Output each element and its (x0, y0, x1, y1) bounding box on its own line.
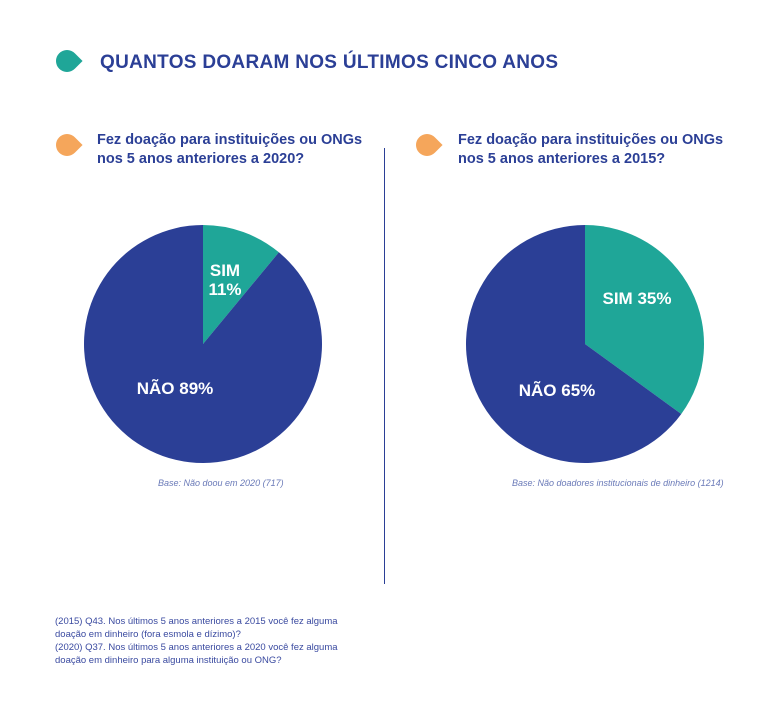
chart-right-title-line2: nos 5 anos anteriores a 2015? (458, 151, 666, 167)
pie-slice-sim (585, 225, 704, 414)
pie-slice-nao (466, 225, 682, 463)
pie-chart-2020: SIM 11% NÃO 89% (84, 225, 322, 464)
chart-left-title-line1: Fez doação para instituições ou ONGs (97, 132, 363, 148)
chart-left-title: Fez doação para instituições ou ONGs nos… (97, 131, 362, 169)
footnote: (2015) Q43. Nos últimos 5 anos anteriore… (55, 615, 338, 667)
pie-label-sim: SIM 11% (208, 261, 241, 299)
footnote-line: doação em dinheiro (fora esmola e dízimo… (55, 629, 241, 640)
column-divider (384, 148, 385, 584)
footnote-line: doação em dinheiro para alguma instituiç… (55, 655, 282, 666)
pie-slice-sim (203, 225, 279, 344)
chart-left-title-line2: nos 5 anos anteriores a 2020? (97, 151, 305, 167)
pie-label-sim: SIM 35% (603, 289, 672, 308)
page-title: QUANTOS DOARAM NOS ÚLTIMOS CINCO ANOS (100, 52, 559, 73)
pie-label-nao: NÃO 65% (519, 380, 596, 400)
footnote-line: (2020) Q37. Nos últimos 5 anos anteriore… (55, 642, 338, 653)
pie-label-nao: NÃO 89% (137, 378, 214, 398)
chart-right-title: Fez doação para instituições ou ONGs nos… (458, 131, 723, 169)
pie-chart-2015: SIM 35% NÃO 65% (466, 225, 704, 463)
base-note-left: Base: Não doou em 2020 (717) (158, 478, 284, 488)
footnote-line: (2015) Q43. Nos últimos 5 anos anteriore… (55, 616, 338, 627)
chart-right-title-line1: Fez doação para instituições ou ONGs (458, 132, 724, 148)
base-note-right: Base: Não doadores institucionais de din… (512, 478, 724, 488)
pie-slice-nao (84, 225, 322, 464)
